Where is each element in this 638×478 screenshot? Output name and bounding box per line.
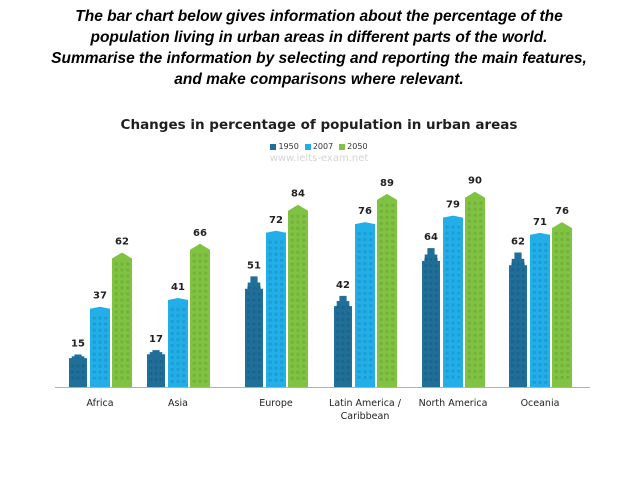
bar-latin-america-caribbean-1950 xyxy=(334,295,352,387)
legend-swatch-2050 xyxy=(339,143,346,150)
legend-item-2050: 2050 xyxy=(339,142,368,151)
value-label-europe-2050: 84 xyxy=(291,189,305,200)
chart-title: Changes in percentage of population in u… xyxy=(120,117,518,133)
value-label-latin-america-caribbean-2050: 89 xyxy=(380,178,394,189)
category-label-north-america: North America xyxy=(419,398,488,409)
legend-item-1950: 1950 xyxy=(270,142,299,151)
bar-africa-2050 xyxy=(112,252,132,387)
bar-asia-2007 xyxy=(168,298,188,387)
legend-label-2050: 2050 xyxy=(347,142,368,151)
bar-europe-1950 xyxy=(245,276,263,387)
value-label-europe-2007: 72 xyxy=(269,215,283,226)
category-label-latin-america-caribbean-line-1: Latin America / xyxy=(329,398,402,409)
value-label-asia-1950: 17 xyxy=(149,334,163,345)
category-label-latin-america-caribbean-line-2: Caribbean xyxy=(341,411,390,422)
value-label-oceania-2050: 76 xyxy=(555,206,569,217)
bar-oceania-2050 xyxy=(552,222,572,387)
prompt-line-2: population living in urban areas in diff… xyxy=(90,29,548,46)
bar-north-america-1950 xyxy=(422,248,440,387)
value-label-oceania-1950: 62 xyxy=(511,236,525,247)
bar-oceania-1950 xyxy=(509,252,527,387)
value-label-north-america-2007: 79 xyxy=(446,200,460,211)
bar-north-america-2007 xyxy=(443,215,463,387)
category-label-asia: Asia xyxy=(168,398,188,409)
value-label-oceania-2007: 71 xyxy=(533,217,547,228)
category-label-europe: Europe xyxy=(259,398,293,409)
value-label-africa-2007: 37 xyxy=(93,291,107,302)
bar-oceania-2007 xyxy=(530,232,550,387)
watermark: www.ielts-exam.net xyxy=(269,153,369,164)
legend-label-2007: 2007 xyxy=(312,142,334,151)
bar-asia-2050 xyxy=(190,243,210,387)
value-label-north-america-1950: 64 xyxy=(424,232,438,243)
prompt-line-4: and make comparisons where relevant. xyxy=(174,71,464,88)
value-label-europe-1950: 51 xyxy=(247,260,261,271)
value-label-africa-1950: 15 xyxy=(71,338,85,349)
value-label-latin-america-caribbean-2007: 76 xyxy=(358,206,372,217)
category-label-africa: Africa xyxy=(86,398,113,409)
legend-item-2007: 2007 xyxy=(304,142,334,151)
category-label-oceania: Oceania xyxy=(521,398,560,409)
legend-swatch-1950 xyxy=(270,143,277,150)
value-label-asia-2007: 41 xyxy=(171,282,185,293)
chart-legend: 1950 2007 2050 xyxy=(0,142,638,151)
bar-africa-2007 xyxy=(90,306,110,387)
bar-asia-1950 xyxy=(147,350,165,387)
value-label-africa-2050: 62 xyxy=(115,236,129,247)
bar-europe-2007 xyxy=(266,230,286,387)
bar-latin-america-caribbean-2007 xyxy=(355,222,375,387)
bar-europe-2050 xyxy=(288,204,308,387)
prompt-line-3: Summarise the information by selecting a… xyxy=(51,50,587,67)
bar-north-america-2050 xyxy=(465,191,485,387)
value-label-north-america-2050: 90 xyxy=(468,176,482,187)
bar-africa-1950 xyxy=(69,354,87,387)
value-label-asia-2050: 66 xyxy=(193,228,207,239)
value-label-latin-america-caribbean-1950: 42 xyxy=(336,280,350,291)
bar-latin-america-caribbean-2050 xyxy=(377,193,397,387)
legend-swatch-2007 xyxy=(304,143,311,150)
prompt-line-1: The bar chart below gives information ab… xyxy=(75,8,563,25)
legend-label-1950: 1950 xyxy=(278,142,299,151)
task-prompt: The bar chart below gives information ab… xyxy=(0,6,638,90)
